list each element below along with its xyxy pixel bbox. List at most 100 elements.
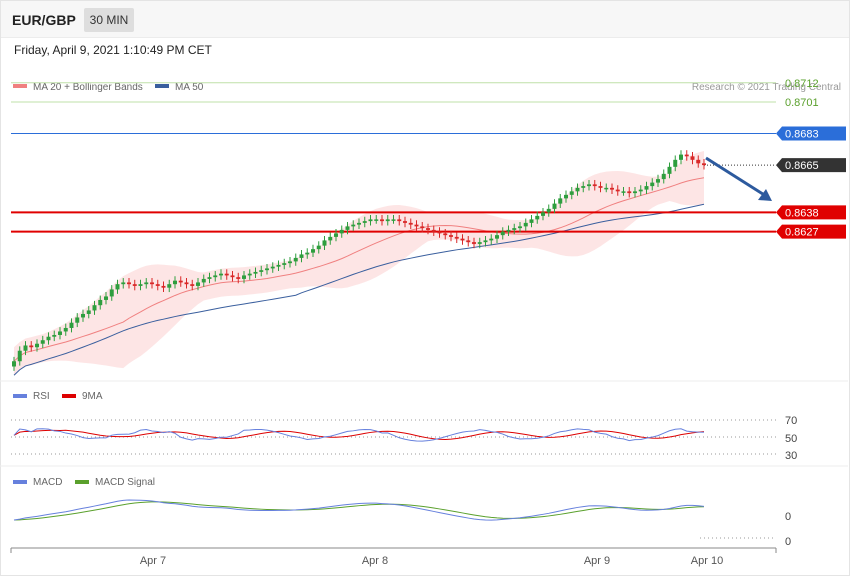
candle-body	[472, 242, 476, 244]
candle-body	[431, 229, 436, 232]
candle	[426, 223, 430, 235]
ma50-line	[13, 203, 705, 376]
candle-body	[575, 187, 580, 192]
candle-body	[219, 273, 223, 276]
candle	[81, 309, 85, 322]
candle	[512, 223, 517, 235]
candle-body	[265, 268, 269, 271]
candle	[334, 229, 338, 242]
rsi-30-label: 30	[785, 450, 797, 462]
candle	[328, 232, 333, 245]
x-tick-apr7: Apr 7	[140, 555, 166, 567]
candle	[679, 150, 683, 165]
candle-body	[443, 233, 448, 236]
candle	[437, 227, 442, 238]
candle-body	[650, 182, 655, 187]
candle	[253, 267, 258, 279]
candle	[219, 269, 223, 280]
rsi-ma-line	[13, 429, 705, 440]
candle	[431, 225, 436, 237]
candle	[621, 186, 626, 196]
candle	[541, 207, 545, 221]
level-tag	[776, 224, 846, 239]
candle	[339, 225, 344, 238]
candle-body	[546, 208, 551, 213]
price-labels: 0.8712 0.8701 0.8683 0.8665 0.8638 0.8627	[776, 78, 846, 239]
candle-body	[437, 231, 442, 234]
candle	[518, 222, 522, 233]
candle	[529, 215, 534, 228]
candle	[144, 278, 149, 289]
candle-body	[454, 236, 459, 239]
candle	[155, 279, 160, 291]
candle	[650, 178, 655, 191]
candle	[633, 186, 637, 198]
candle	[460, 234, 465, 245]
candle-body	[449, 235, 453, 237]
candle-body	[495, 235, 499, 239]
candle	[564, 190, 568, 203]
candle	[167, 279, 172, 293]
candle	[265, 264, 269, 275]
candle-body	[230, 275, 235, 278]
candle-body	[673, 159, 678, 167]
candle	[224, 269, 229, 280]
candle-body	[466, 240, 471, 243]
candle	[46, 332, 51, 345]
candle-body	[155, 284, 160, 286]
timeframe-button[interactable]: 30 MIN	[84, 8, 134, 32]
candle	[293, 253, 298, 266]
level-lines	[11, 82, 776, 233]
candle	[506, 225, 511, 237]
candle	[397, 215, 402, 226]
level-label: 0.8627	[785, 227, 819, 239]
candle	[288, 257, 292, 268]
candle-body	[696, 159, 701, 164]
candle	[523, 218, 528, 231]
candle-body	[408, 222, 413, 225]
candle-body	[35, 343, 39, 348]
candle	[615, 185, 620, 196]
candle-body	[414, 224, 419, 227]
candle-body	[345, 226, 350, 230]
candle	[75, 313, 80, 328]
rsi-legend-swatch	[13, 394, 27, 398]
candle-body	[224, 273, 229, 276]
rsi-70-label: 70	[785, 415, 797, 427]
candle-body	[357, 222, 361, 225]
candle-body	[299, 254, 304, 258]
candle	[581, 181, 586, 193]
candle	[466, 236, 471, 247]
candle-body	[621, 191, 626, 193]
candle-body	[311, 249, 315, 253]
candle-body	[242, 275, 246, 279]
candle	[644, 181, 649, 194]
candle-body	[529, 219, 534, 223]
candle-body	[75, 317, 80, 323]
candle-body	[132, 284, 137, 286]
candle	[86, 306, 91, 319]
candle-body	[81, 313, 85, 318]
candle-body	[638, 189, 643, 192]
candle-body	[270, 266, 275, 269]
macd-signal-legend-swatch	[75, 480, 89, 484]
candle-body	[351, 224, 356, 227]
candle-body	[558, 198, 563, 204]
rsi-line	[13, 428, 705, 442]
candle	[477, 237, 482, 249]
candle-body	[167, 284, 172, 288]
candle-body	[29, 345, 34, 348]
ma50-legend-swatch	[155, 84, 169, 88]
candle	[184, 278, 189, 289]
candle-body	[104, 296, 108, 300]
candle-body	[535, 215, 540, 220]
candle	[196, 278, 200, 291]
candle	[345, 222, 350, 235]
candle-body	[633, 191, 637, 194]
candle-body	[552, 203, 557, 209]
candle	[368, 215, 373, 226]
candle-body	[656, 179, 660, 183]
candle-body	[178, 280, 183, 283]
candle-body	[213, 275, 218, 278]
candle	[316, 241, 321, 254]
